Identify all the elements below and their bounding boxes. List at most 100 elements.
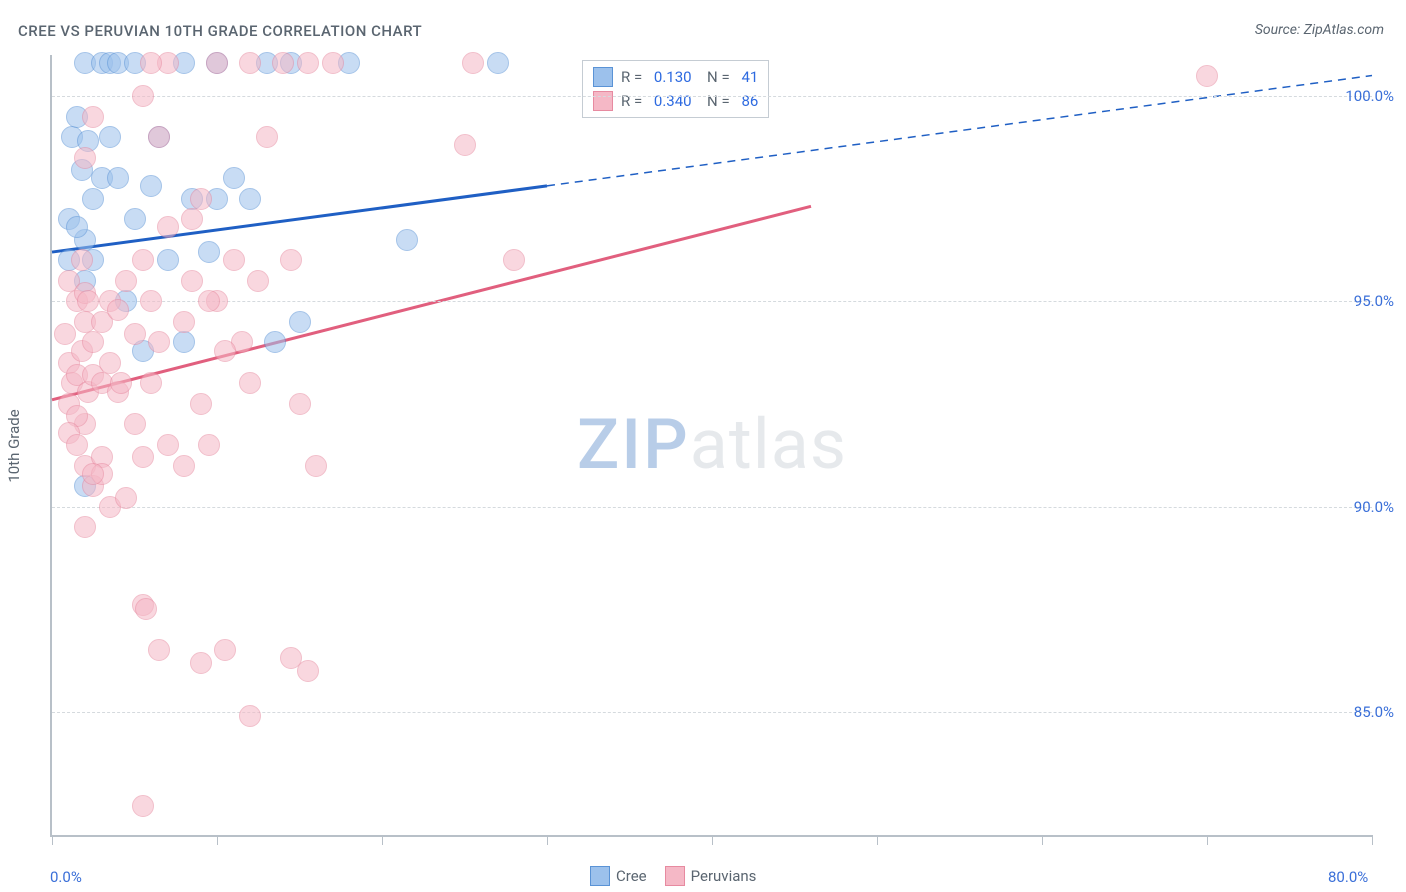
y-tick-label: 100.0% — [1345, 87, 1394, 105]
source-label: Source: ZipAtlas.com — [1255, 22, 1384, 38]
scatter-point — [132, 446, 154, 468]
legend-bottom: Cree Peruvians — [590, 866, 756, 886]
scatter-point — [135, 598, 157, 620]
scatter-point — [148, 126, 170, 148]
scatter-point — [148, 331, 170, 353]
scatter-point — [223, 167, 245, 189]
scatter-point — [487, 52, 509, 74]
scatter-point — [198, 290, 220, 312]
scatter-point — [454, 134, 476, 156]
scatter-point — [264, 331, 286, 353]
scatter-point — [124, 208, 146, 230]
legend-r-label: R = — [621, 68, 646, 86]
scatter-point — [305, 455, 327, 477]
scatter-point — [132, 795, 154, 817]
legend-stats-box: R = 0.130 N = 41 R = 0.340 N = 86 — [582, 60, 769, 118]
legend-n-label: N = — [700, 68, 734, 86]
legend-n-value: 86 — [741, 92, 758, 110]
scatter-point — [223, 249, 245, 271]
scatter-point — [82, 463, 104, 485]
scatter-point — [190, 652, 212, 674]
scatter-point — [107, 299, 129, 321]
scatter-point — [297, 660, 319, 682]
y-tick-label: 90.0% — [1354, 498, 1394, 516]
scatter-point — [157, 249, 179, 271]
scatter-point — [503, 249, 525, 271]
scatter-point — [140, 372, 162, 394]
scatter-point — [297, 52, 319, 74]
legend-r-value: 0.130 — [654, 68, 692, 86]
x-tick-label: 80.0% — [1328, 868, 1368, 886]
scatter-point — [99, 126, 121, 148]
scatter-point — [66, 216, 88, 238]
x-tick-label: 0.0% — [50, 868, 82, 886]
legend-series-name: Peruvians — [691, 867, 757, 885]
scatter-point — [132, 249, 154, 271]
scatter-point — [66, 434, 88, 456]
legend-bottom-item: Peruvians — [665, 866, 757, 886]
legend-r-value: 0.340 — [654, 92, 692, 110]
chart-container: CREE VS PERUVIAN 10TH GRADE CORRELATION … — [0, 0, 1406, 892]
scatter-point — [214, 340, 236, 362]
scatter-point — [289, 311, 311, 333]
scatter-point — [110, 372, 132, 394]
chart-title: CREE VS PERUVIAN 10TH GRADE CORRELATION … — [18, 22, 422, 40]
scatter-point — [239, 372, 261, 394]
x-tick — [382, 835, 383, 845]
scatter-point — [289, 393, 311, 415]
scatter-point — [181, 270, 203, 292]
scatter-point — [214, 639, 236, 661]
scatter-point — [77, 290, 99, 312]
scatter-point — [140, 175, 162, 197]
legend-n-value: 41 — [741, 68, 758, 86]
scatter-point — [173, 331, 195, 353]
y-tick-label: 95.0% — [1354, 292, 1394, 310]
x-tick — [1042, 835, 1043, 845]
scatter-point — [140, 52, 162, 74]
scatter-point — [181, 208, 203, 230]
scatter-point — [115, 270, 137, 292]
scatter-point — [190, 188, 212, 210]
scatter-point — [239, 188, 261, 210]
scatter-point — [74, 147, 96, 169]
scatter-point — [173, 311, 195, 333]
scatter-point — [272, 52, 294, 74]
legend-stats-row: R = 0.340 N = 86 — [593, 89, 758, 113]
scatter-point — [1196, 65, 1218, 87]
scatter-point — [198, 434, 220, 456]
scatter-point — [82, 188, 104, 210]
legend-swatch — [593, 67, 613, 87]
scatter-point — [115, 487, 137, 509]
scatter-point — [82, 331, 104, 353]
gridline-h — [52, 96, 1372, 97]
scatter-point — [256, 126, 278, 148]
scatter-point — [82, 106, 104, 128]
scatter-point — [198, 241, 220, 263]
scatter-point — [280, 249, 302, 271]
scatter-point — [124, 323, 146, 345]
scatter-point — [396, 229, 418, 251]
legend-n-label: N = — [700, 92, 734, 110]
scatter-point — [462, 52, 484, 74]
scatter-point — [206, 52, 228, 74]
legend-series-name: Cree — [616, 867, 647, 885]
legend-r-label: R = — [621, 92, 646, 110]
x-tick — [1372, 835, 1373, 845]
scatter-point — [157, 434, 179, 456]
legend-swatch — [665, 866, 685, 886]
scatter-point — [74, 516, 96, 538]
x-tick — [547, 835, 548, 845]
x-tick — [1207, 835, 1208, 845]
scatter-point — [239, 705, 261, 727]
scatter-point — [173, 455, 195, 477]
scatter-point — [99, 352, 121, 374]
scatter-point — [124, 413, 146, 435]
scatter-point — [322, 52, 344, 74]
legend-swatch — [590, 866, 610, 886]
gridline-h — [52, 507, 1372, 508]
y-axis-label: 10th Grade — [5, 409, 23, 482]
scatter-point — [71, 249, 93, 271]
plot-area: ZIPatlas R = 0.130 N = 41R = 0.340 N = 8… — [50, 55, 1372, 837]
scatter-point — [140, 290, 162, 312]
x-tick — [217, 835, 218, 845]
